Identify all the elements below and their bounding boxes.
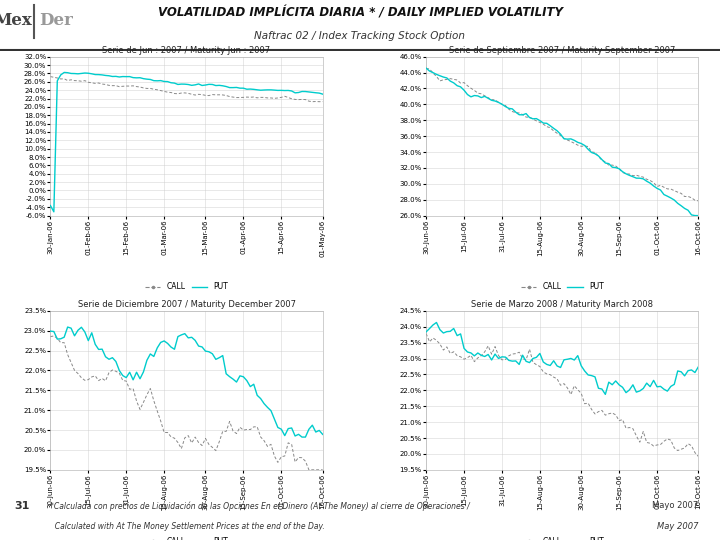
- Title: Serie de Diciembre 2007 / Maturity December 2007: Serie de Diciembre 2007 / Maturity Decem…: [78, 300, 295, 309]
- Text: 31: 31: [14, 501, 30, 511]
- Legend: CALL, PUT: CALL, PUT: [142, 279, 231, 294]
- Text: Der: Der: [40, 12, 73, 29]
- Legend: CALL, PUT: CALL, PUT: [518, 534, 607, 540]
- Text: Naftrac 02 / Index Tracking Stock Option: Naftrac 02 / Index Tracking Stock Option: [254, 31, 466, 41]
- Text: May 2007: May 2007: [657, 522, 698, 531]
- Text: Mex: Mex: [0, 12, 32, 29]
- Text: VOLATILIDAD IMPLÍCITA DIARIA * / DAILY IMPLIED VOLATILITY: VOLATILIDAD IMPLÍCITA DIARIA * / DAILY I…: [158, 6, 562, 19]
- Title: Serie de Marzo 2008 / Maturity March 2008: Serie de Marzo 2008 / Maturity March 200…: [472, 300, 653, 309]
- Legend: CALL, PUT: CALL, PUT: [142, 534, 231, 540]
- Legend: CALL, PUT: CALL, PUT: [518, 279, 607, 294]
- Text: Calculated with At The Money Settlement Prices at the end of the Day.: Calculated with At The Money Settlement …: [50, 522, 325, 531]
- Text: *Calculada con precios de Liquidación de las Opciones En el Dinero (At The Money: *Calculada con precios de Liquidación de…: [50, 501, 470, 511]
- Text: Mayo 2007: Mayo 2007: [652, 502, 698, 510]
- Title: Serie de Jun : 2007 / Maturity Jun : 2007: Serie de Jun : 2007 / Maturity Jun : 200…: [102, 45, 271, 55]
- Title: Serie de Septiembre 2007 / Maturity September 2007: Serie de Septiembre 2007 / Maturity Sept…: [449, 45, 675, 55]
